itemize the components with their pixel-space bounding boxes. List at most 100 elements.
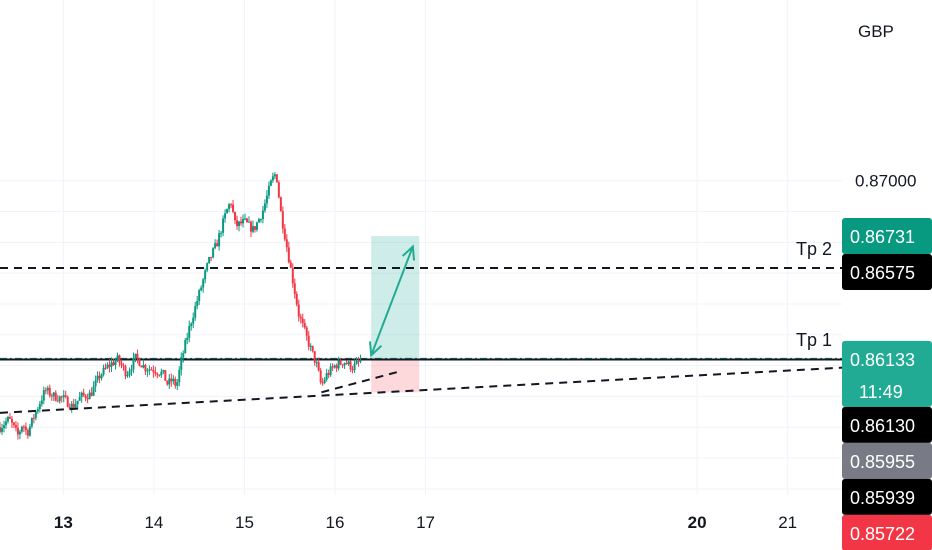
time-tick-label: 15: [235, 513, 254, 532]
candle-body: [247, 221, 250, 223]
candle-body: [132, 357, 135, 370]
price-badge: [842, 406, 932, 443]
candle-body: [287, 247, 290, 263]
candle-body: [192, 317, 195, 324]
candle-body: [349, 361, 352, 370]
price-badge: [842, 253, 932, 290]
candle-body: [52, 392, 55, 397]
candle-body: [162, 370, 165, 372]
price-badge: [842, 514, 932, 550]
candle-body: [206, 263, 209, 271]
candle-body: [202, 279, 205, 288]
time-axis[interactable]: 13 14 15 16 17 20 21: [54, 513, 797, 532]
candle-body: [277, 182, 280, 198]
candle-body: [351, 369, 354, 371]
candle-body: [88, 392, 91, 400]
candle-body: [214, 243, 217, 249]
candle-body: [158, 374, 161, 376]
candle-body: [238, 221, 241, 227]
candle-body: [355, 361, 358, 364]
line-label-tp-2: Tp 2: [796, 239, 832, 259]
trend-line-1: [0, 366, 843, 414]
candle-body: [28, 426, 31, 436]
candle-body: [146, 370, 149, 372]
candle-body: [307, 335, 310, 347]
candle-body: [357, 361, 360, 363]
candle-body: [124, 366, 127, 377]
candle-body: [12, 422, 15, 426]
candle-body: [48, 387, 51, 396]
candle-body: [136, 353, 139, 359]
candle-body: [54, 392, 57, 401]
arrow-head-start: [369, 341, 383, 358]
candle-body: [220, 232, 223, 234]
candle-body: [228, 204, 231, 210]
candle-body: [96, 375, 99, 381]
candle-body: [176, 382, 179, 386]
candle-body: [339, 360, 342, 365]
candle-body: [347, 361, 350, 365]
candle-body: [212, 248, 215, 258]
candle-body: [208, 256, 211, 264]
candle-body: [64, 395, 67, 397]
candle-body: [4, 421, 7, 426]
candle-body: [204, 270, 207, 280]
candle-body: [144, 365, 147, 372]
price-candles: [0, 172, 362, 440]
candle-body: [174, 378, 177, 386]
candle-body: [72, 403, 75, 408]
candle-body: [26, 429, 29, 436]
candle-body: [265, 195, 268, 204]
candle-body: [106, 364, 109, 368]
candle-body: [180, 357, 183, 370]
candle-body: [80, 392, 83, 398]
profit-zone: [371, 235, 420, 361]
candle-body: [32, 417, 35, 419]
time-tick-label: 14: [144, 513, 163, 532]
candle-body: [62, 395, 65, 398]
candle-body: [78, 397, 81, 401]
candle-body: [56, 400, 59, 402]
candle-body: [184, 340, 187, 354]
candle-body: [44, 390, 47, 392]
price-badge-label: 0.85722: [850, 524, 915, 544]
candle-body: [36, 409, 39, 412]
candle-body: [150, 369, 153, 371]
time-tick-label: 16: [326, 513, 345, 532]
candle-body: [126, 375, 129, 377]
candle-body: [154, 372, 157, 374]
candle-body: [0, 428, 3, 432]
candle-body: [38, 404, 41, 410]
candle-body: [243, 218, 246, 220]
candle-body: [319, 370, 322, 383]
candle-body: [86, 398, 89, 400]
candle-body: [242, 219, 245, 224]
candle-body: [94, 380, 97, 387]
candle-body: [30, 417, 33, 427]
candle-body: [303, 323, 306, 328]
candle-body: [331, 366, 334, 368]
time-tick-label: 20: [688, 513, 707, 532]
candle-body: [291, 267, 294, 284]
price-badge-countdown: 11:49: [859, 382, 903, 402]
candle-body: [255, 222, 258, 230]
candle-body: [140, 365, 143, 368]
candle-body: [128, 371, 131, 376]
candle-body: [152, 370, 155, 373]
candle-body: [194, 306, 197, 318]
candle-body: [166, 380, 169, 385]
currency-label: GBP: [858, 22, 894, 41]
candle-body: [240, 221, 243, 224]
candle-body: [164, 370, 167, 381]
candle-body: [289, 262, 292, 268]
candle-body: [58, 396, 61, 402]
candle-body: [66, 396, 69, 407]
candle-body: [321, 382, 324, 384]
price-axis[interactable]: GBP 0.87000: [855, 22, 916, 191]
candle-body: [305, 327, 308, 336]
candle-body: [138, 358, 141, 366]
candle-body: [168, 378, 171, 385]
candle-body: [200, 287, 203, 291]
candle-body: [299, 316, 302, 319]
